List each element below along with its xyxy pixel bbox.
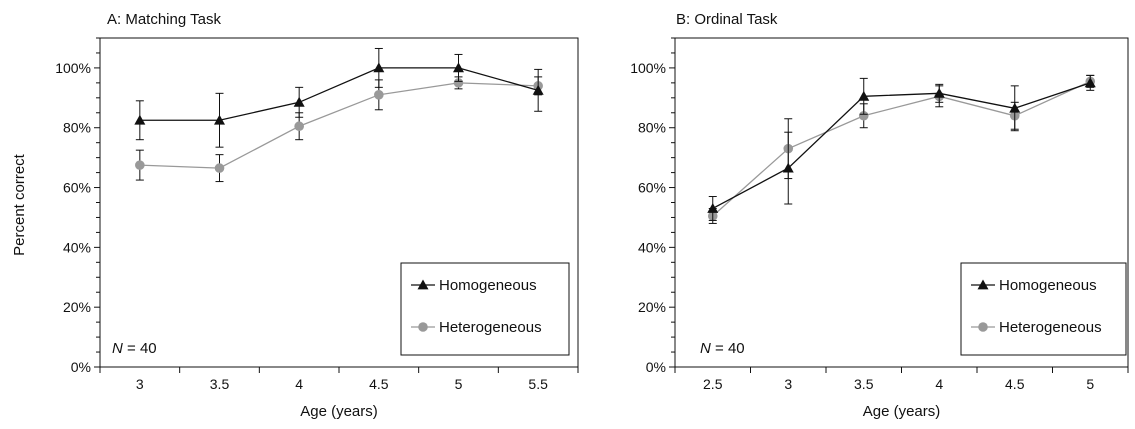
y-tick-label: 40% [638,239,666,255]
data-point-heterogeneous [214,163,225,173]
x-tick-label: 3 [136,376,144,392]
legend: Homogeneous Heterogeneous [960,262,1127,356]
data-point-homogeneous [373,62,385,73]
series-line-heterogeneous [139,82,539,169]
series-line-heterogeneous [712,80,1091,217]
y-tick-label: 60% [63,180,91,196]
y-tick-label: 0% [71,359,91,375]
x-tick-label: 2.5 [703,376,723,392]
x-tick-label: 4 [935,376,943,392]
chart-title: A: Matching Task [107,11,221,28]
y-tick-label: 40% [63,239,91,255]
chart-title: B: Ordinal Task [676,11,778,28]
y-tick-label: 0% [646,359,666,375]
data-point-homogeneous [782,162,794,173]
y-tick-label: 80% [638,120,666,136]
data-point-heterogeneous [453,78,464,88]
x-tick-label: 5.5 [528,376,548,392]
legend-box [960,262,1127,356]
panel-ordinal-task: B: Ordinal Task 0% 20% 40% 60% 80% 100% 2.5 3 3.5… [630,11,1129,420]
series-homogeneous [707,74,1096,221]
series-line-homogeneous [712,82,1091,210]
legend: Homogeneous Heterogeneous [400,262,570,356]
y-tick-label: 20% [638,299,666,315]
data-point-homogeneous [293,96,305,107]
data-point-homogeneous [453,62,464,73]
legend-marker-heterogeneous [418,322,428,332]
data-point-homogeneous [134,114,146,125]
data-point-homogeneous [1009,102,1021,113]
legend-box [400,262,570,356]
data-point-homogeneous [532,84,544,95]
panel-matching-task: A: Matching Task 0% 20% 40% 60% 80% 100% 3 3.5 4 4… [55,11,579,420]
data-point-homogeneous [214,114,225,125]
data-point-homogeneous [1084,77,1096,88]
y-tick-label: 60% [638,180,666,196]
x-tick-label: 4 [295,376,303,392]
x-axis-label: Age (years) [300,403,378,420]
data-point-homogeneous [933,87,945,98]
data-point-heterogeneous [294,121,304,132]
y-tick-label: 100% [630,60,666,76]
legend-label-heterogeneous: Heterogeneous [439,319,542,336]
series-heterogeneous [135,76,543,183]
legend-marker-homogeneous [417,279,429,290]
legend-label-heterogeneous: Heterogeneous [999,319,1102,336]
series-heterogeneous [707,74,1096,224]
sample-size-annotation: N = 40 [112,340,157,357]
x-tick-label: 3 [784,376,792,392]
x-tick-label: 3.5 [210,376,230,392]
series-line-homogeneous [139,67,539,121]
y-tick-label: 100% [55,60,91,76]
y-axis-label: Percent correct [11,153,28,256]
legend-label-homogeneous: Homogeneous [999,277,1097,294]
data-point-homogeneous [858,90,870,101]
x-axis-label: Age (years) [863,403,941,420]
y-tick-label: 80% [63,120,91,136]
series-homogeneous [134,47,544,148]
x-tick-label: 4.5 [1005,376,1025,392]
data-point-heterogeneous [374,90,384,100]
x-tick-label: 4.5 [369,376,389,392]
legend-marker-heterogeneous [978,322,988,332]
legend-label-homogeneous: Homogeneous [439,277,537,294]
sample-size-annotation: N = 40 [700,340,745,357]
x-tick-label: 3.5 [854,376,874,392]
legend-marker-homogeneous [977,279,989,290]
data-point-homogeneous [707,202,719,213]
x-tick-label: 5 [455,376,463,392]
data-point-heterogeneous [858,110,869,121]
x-tick-label: 5 [1086,376,1094,392]
data-point-heterogeneous [135,160,145,170]
y-tick-label: 20% [63,299,91,315]
